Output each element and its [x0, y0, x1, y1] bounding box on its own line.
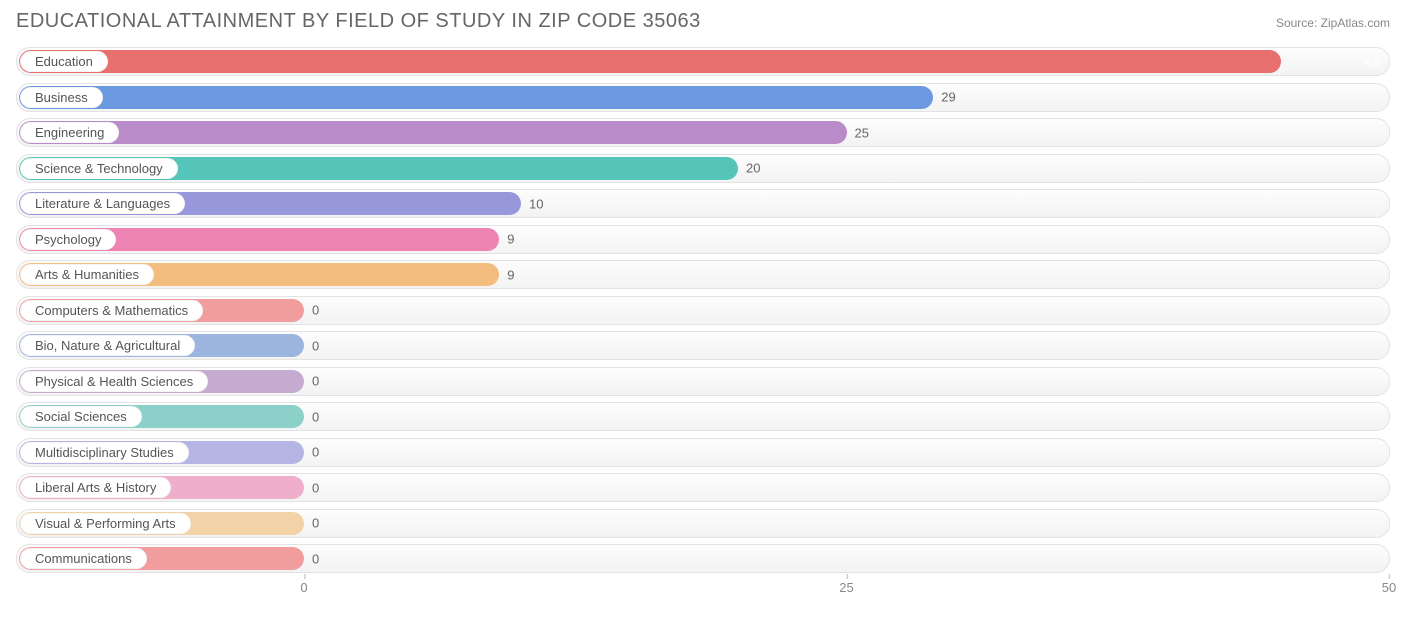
category-pill: Social Sciences	[20, 406, 142, 427]
bar-row: Science & Technology 20	[16, 154, 1390, 183]
category-pill: Visual & Performing Arts	[20, 513, 191, 534]
bar-row: Bio, Nature & Agricultural 0	[16, 331, 1390, 360]
bar-value: 0	[312, 445, 319, 460]
chart-area: Education 45 Business 29 Engineering 25 Scienc…	[16, 47, 1390, 602]
bar-row: Business 29	[16, 83, 1390, 112]
chart-source: Source: ZipAtlas.com	[1276, 16, 1390, 30]
bar-row: Multidisciplinary Studies 0	[16, 438, 1390, 467]
x-axis: 02550	[16, 580, 1390, 602]
bar-value: 0	[312, 480, 319, 495]
category-pill: Arts & Humanities	[20, 264, 154, 285]
bar-value: 0	[312, 409, 319, 424]
bar-value: 29	[941, 90, 955, 105]
bar-value: 9	[507, 267, 514, 282]
bar-row: Communications 0	[16, 544, 1390, 573]
bar-value: 0	[312, 516, 319, 531]
bar-row: Literature & Languages 10	[16, 189, 1390, 218]
bar-row: Social Sciences 0	[16, 402, 1390, 431]
bar-value: 45	[1365, 54, 1379, 69]
bar-value: 20	[746, 161, 760, 176]
category-pill: Education	[20, 51, 108, 72]
category-pill: Engineering	[20, 122, 119, 143]
bar-value: 0	[312, 551, 319, 566]
bar-value: 10	[529, 196, 543, 211]
x-tick: 25	[839, 580, 853, 595]
bar-row: Visual & Performing Arts 0	[16, 509, 1390, 538]
bar-value: 0	[312, 338, 319, 353]
category-pill: Physical & Health Sciences	[20, 371, 208, 392]
bar-value: 25	[855, 125, 869, 140]
bar-value: 9	[507, 232, 514, 247]
category-pill: Science & Technology	[20, 158, 178, 179]
x-tick: 0	[300, 580, 307, 595]
category-pill: Business	[20, 87, 103, 108]
bar-value: 0	[312, 303, 319, 318]
bar-value: 0	[312, 374, 319, 389]
chart-header: EDUCATIONAL ATTAINMENT BY FIELD OF STUDY…	[16, 10, 1390, 33]
bar-row: Education 45	[16, 47, 1390, 76]
category-pill: Communications	[20, 548, 147, 569]
category-pill: Multidisciplinary Studies	[20, 442, 189, 463]
bar-row: Psychology 9	[16, 225, 1390, 254]
bar-row: Arts & Humanities 9	[16, 260, 1390, 289]
bar	[19, 86, 933, 109]
chart-title: EDUCATIONAL ATTAINMENT BY FIELD OF STUDY…	[16, 10, 701, 33]
bar	[19, 50, 1281, 73]
category-pill: Literature & Languages	[20, 193, 185, 214]
bar-row: Physical & Health Sciences 0	[16, 367, 1390, 396]
category-pill: Bio, Nature & Agricultural	[20, 335, 195, 356]
bar-row: Liberal Arts & History 0	[16, 473, 1390, 502]
bar-row: Computers & Mathematics 0	[16, 296, 1390, 325]
category-pill: Computers & Mathematics	[20, 300, 203, 321]
category-pill: Psychology	[20, 229, 116, 250]
x-tick: 50	[1382, 580, 1396, 595]
bar	[19, 121, 847, 144]
category-pill: Liberal Arts & History	[20, 477, 171, 498]
bar-row: Engineering 25	[16, 118, 1390, 147]
